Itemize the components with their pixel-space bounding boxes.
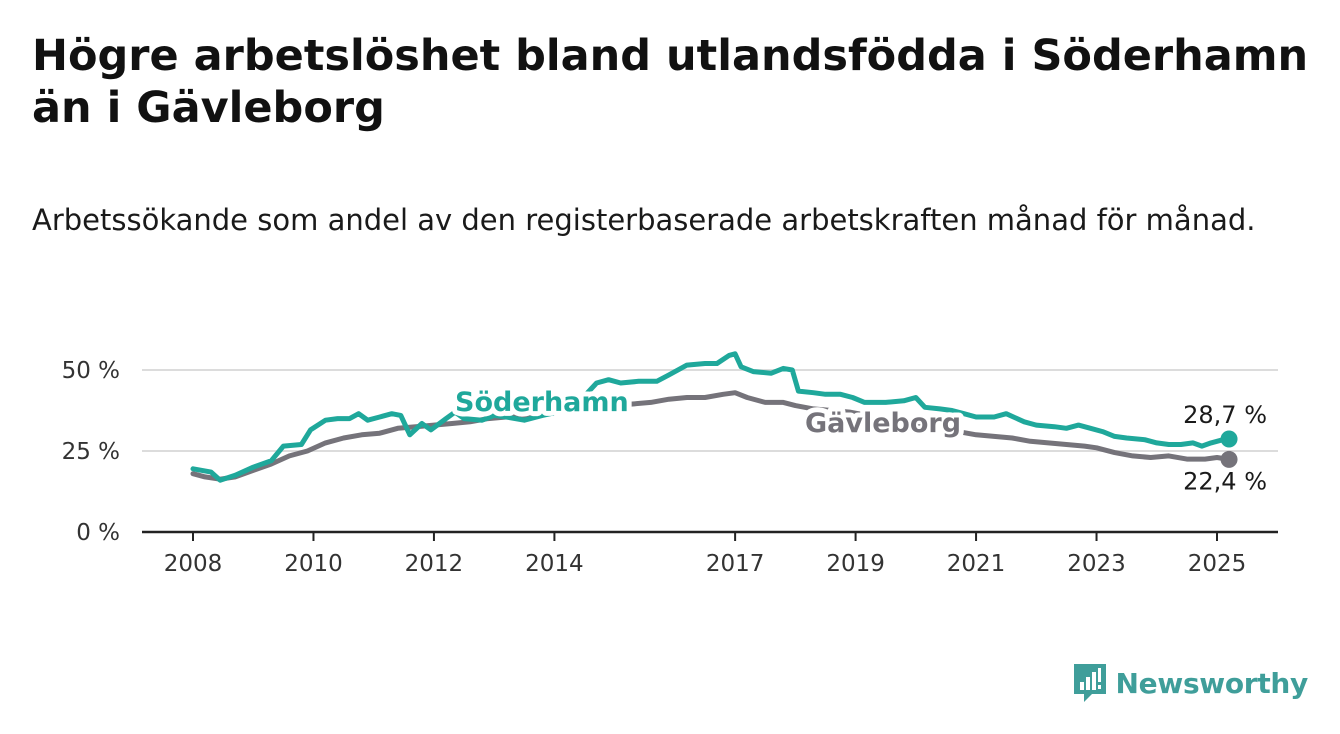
brand-logo: Newsworthy	[1072, 662, 1308, 704]
y-tick-label: 50 %	[62, 358, 120, 384]
x-tick-label: 2019	[826, 551, 885, 577]
chart-title: Högre arbetslöshet bland utlandsfödda i …	[32, 31, 1309, 133]
series-label-halo: Söderhamn	[455, 387, 629, 418]
brand-name: Newsworthy	[1115, 666, 1309, 700]
series-line-soderhamn	[190, 351, 1232, 483]
x-tick-label: 2008	[164, 551, 223, 577]
end-point-soderhamn	[1220, 430, 1238, 448]
series-label-halo: Gävleborg	[805, 408, 961, 439]
x-tick-label: 2012	[405, 551, 464, 577]
x-tick-label: 2010	[284, 551, 343, 577]
x-tick-label: 2023	[1067, 551, 1126, 577]
series-label-soderhamn: Söderhamn	[455, 387, 629, 418]
x-tick-label: 2025	[1188, 551, 1247, 577]
series-label-gavleborg: Gävleborg	[805, 408, 961, 439]
end-value-label-soderhamn: 28,7 %	[1183, 401, 1267, 429]
end-point-gavleborg	[1220, 450, 1238, 468]
newsworthy-logo-icon	[1073, 664, 1106, 702]
y-tick-label: 25 %	[62, 439, 120, 465]
series-line-gavleborg	[190, 390, 1232, 482]
x-tick-label: 2021	[947, 551, 1006, 577]
y-tick-label: 0 %	[76, 520, 120, 546]
end-value-label-gavleborg: 22,4 %	[1183, 467, 1267, 495]
x-tick-label: 2014	[525, 551, 584, 577]
x-tick-label: 2017	[706, 551, 765, 577]
chart-subtitle: Arbetssökande som andel av den registerb…	[32, 203, 1256, 237]
